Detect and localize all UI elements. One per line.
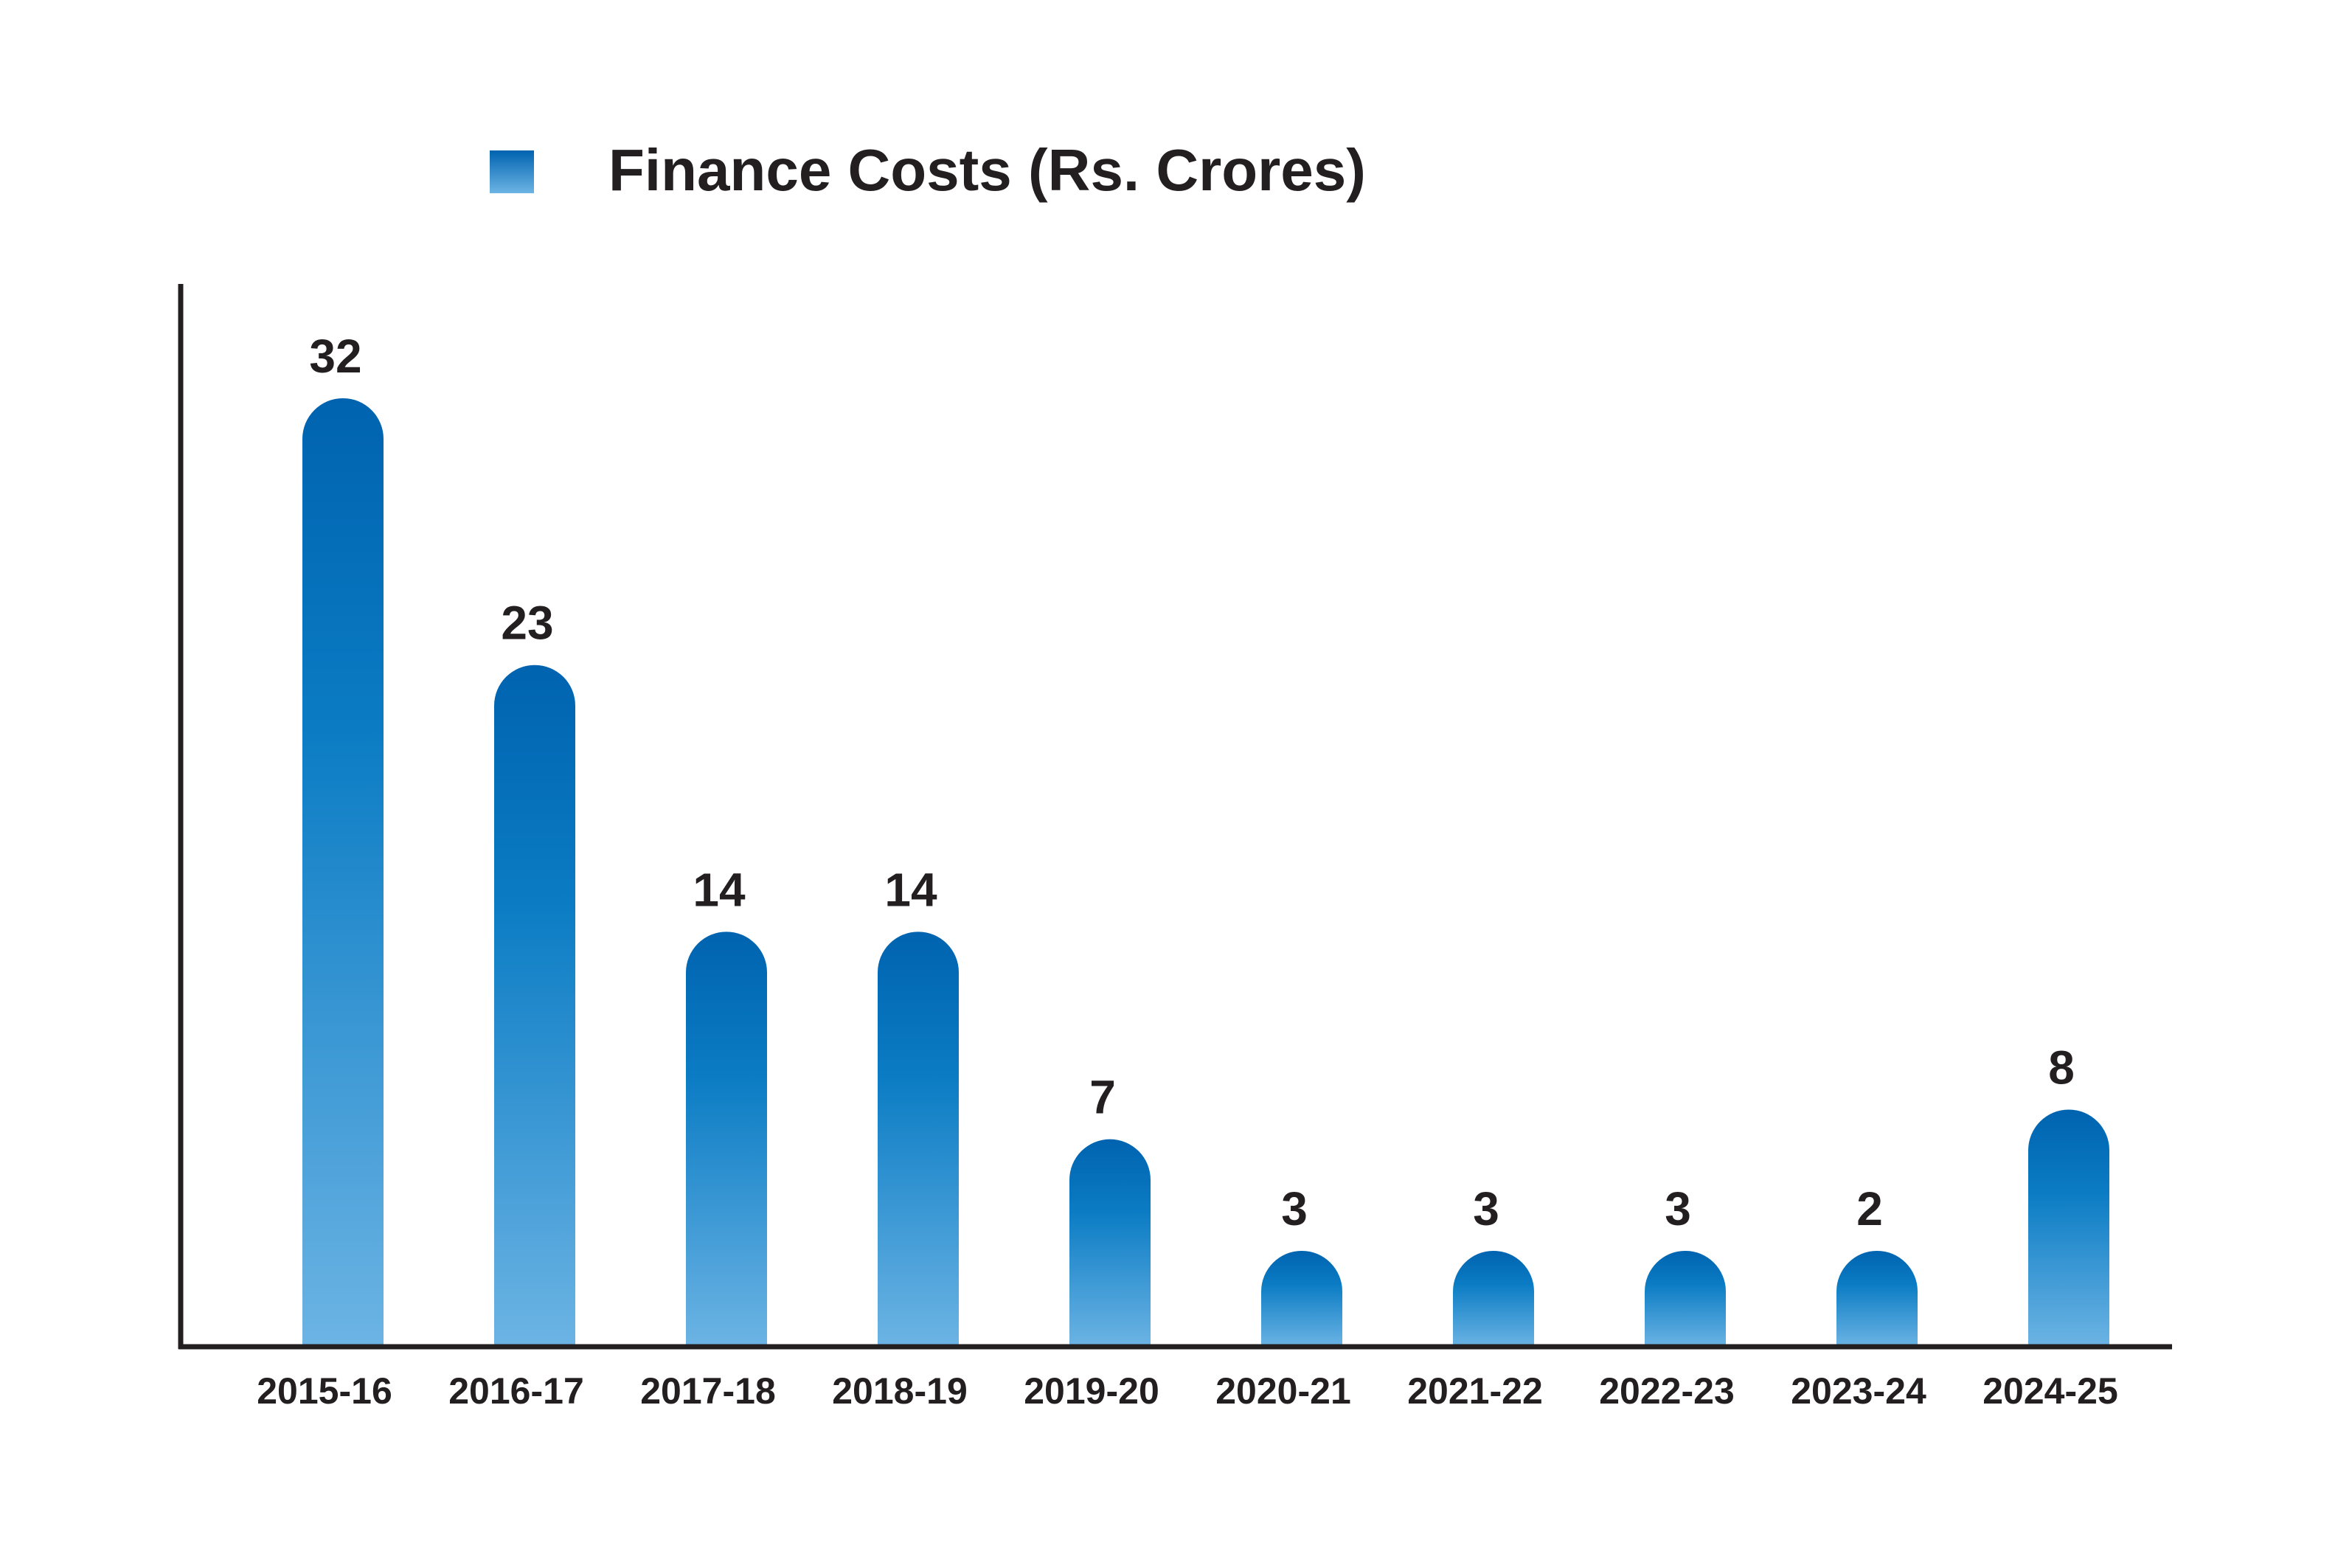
bar-2015-16 (302, 398, 384, 1347)
data-label-2016-17: 23 (501, 597, 553, 650)
legend-label: Finance Costs (Rs. Crores) (608, 137, 1366, 203)
bar-2019-20 (1069, 1139, 1151, 1347)
tick-label-2020-21: 2020-21 (1215, 1370, 1351, 1412)
tick-label-2018-19: 2018-19 (832, 1370, 968, 1412)
data-label-2022-23: 3 (1665, 1182, 1691, 1235)
tick-label-2022-23: 2022-23 (1599, 1370, 1735, 1412)
tick-label-2023-24: 2023-24 (1791, 1370, 1926, 1412)
bar-2021-22 (1453, 1251, 1534, 1347)
data-label-2021-22: 3 (1473, 1182, 1499, 1235)
axes (178, 284, 2172, 1350)
legend-swatch (490, 150, 534, 193)
tick-label-2016-17: 2016-17 (448, 1370, 584, 1412)
bar-2024-25 (2028, 1109, 2109, 1347)
bar-2020-21 (1261, 1251, 1342, 1347)
tick-label-2019-20: 2019-20 (1024, 1370, 1159, 1412)
data-label-2024-25: 8 (2048, 1041, 2075, 1095)
bar-2022-23 (1645, 1251, 1726, 1347)
data-label-2018-19: 14 (884, 863, 937, 916)
tick-label-2024-25: 2024-25 (1982, 1370, 2118, 1412)
data-label-2017-18: 14 (693, 863, 746, 916)
bar-2023-24 (1836, 1251, 1918, 1347)
data-label-2020-21: 3 (1281, 1182, 1308, 1235)
x-axis-tick-labels: 2015-16 2016-17 2017-18 2018-19 2019-20 2020-… (257, 1370, 2118, 1412)
data-label-2023-24: 2 (1856, 1182, 1883, 1235)
data-label-2019-20: 7 (1089, 1071, 1116, 1124)
legend: Finance Costs (Rs. Crores) (490, 137, 1366, 203)
bars (302, 398, 2109, 1347)
tick-label-2017-18: 2017-18 (640, 1370, 776, 1412)
data-label-2015-16: 32 (309, 330, 361, 383)
bar-2016-17 (494, 665, 575, 1347)
tick-label-2021-22: 2021-22 (1407, 1370, 1543, 1412)
bar-2017-18 (686, 932, 767, 1347)
bar-2018-19 (878, 932, 959, 1347)
tick-label-2015-16: 2015-16 (257, 1370, 392, 1412)
